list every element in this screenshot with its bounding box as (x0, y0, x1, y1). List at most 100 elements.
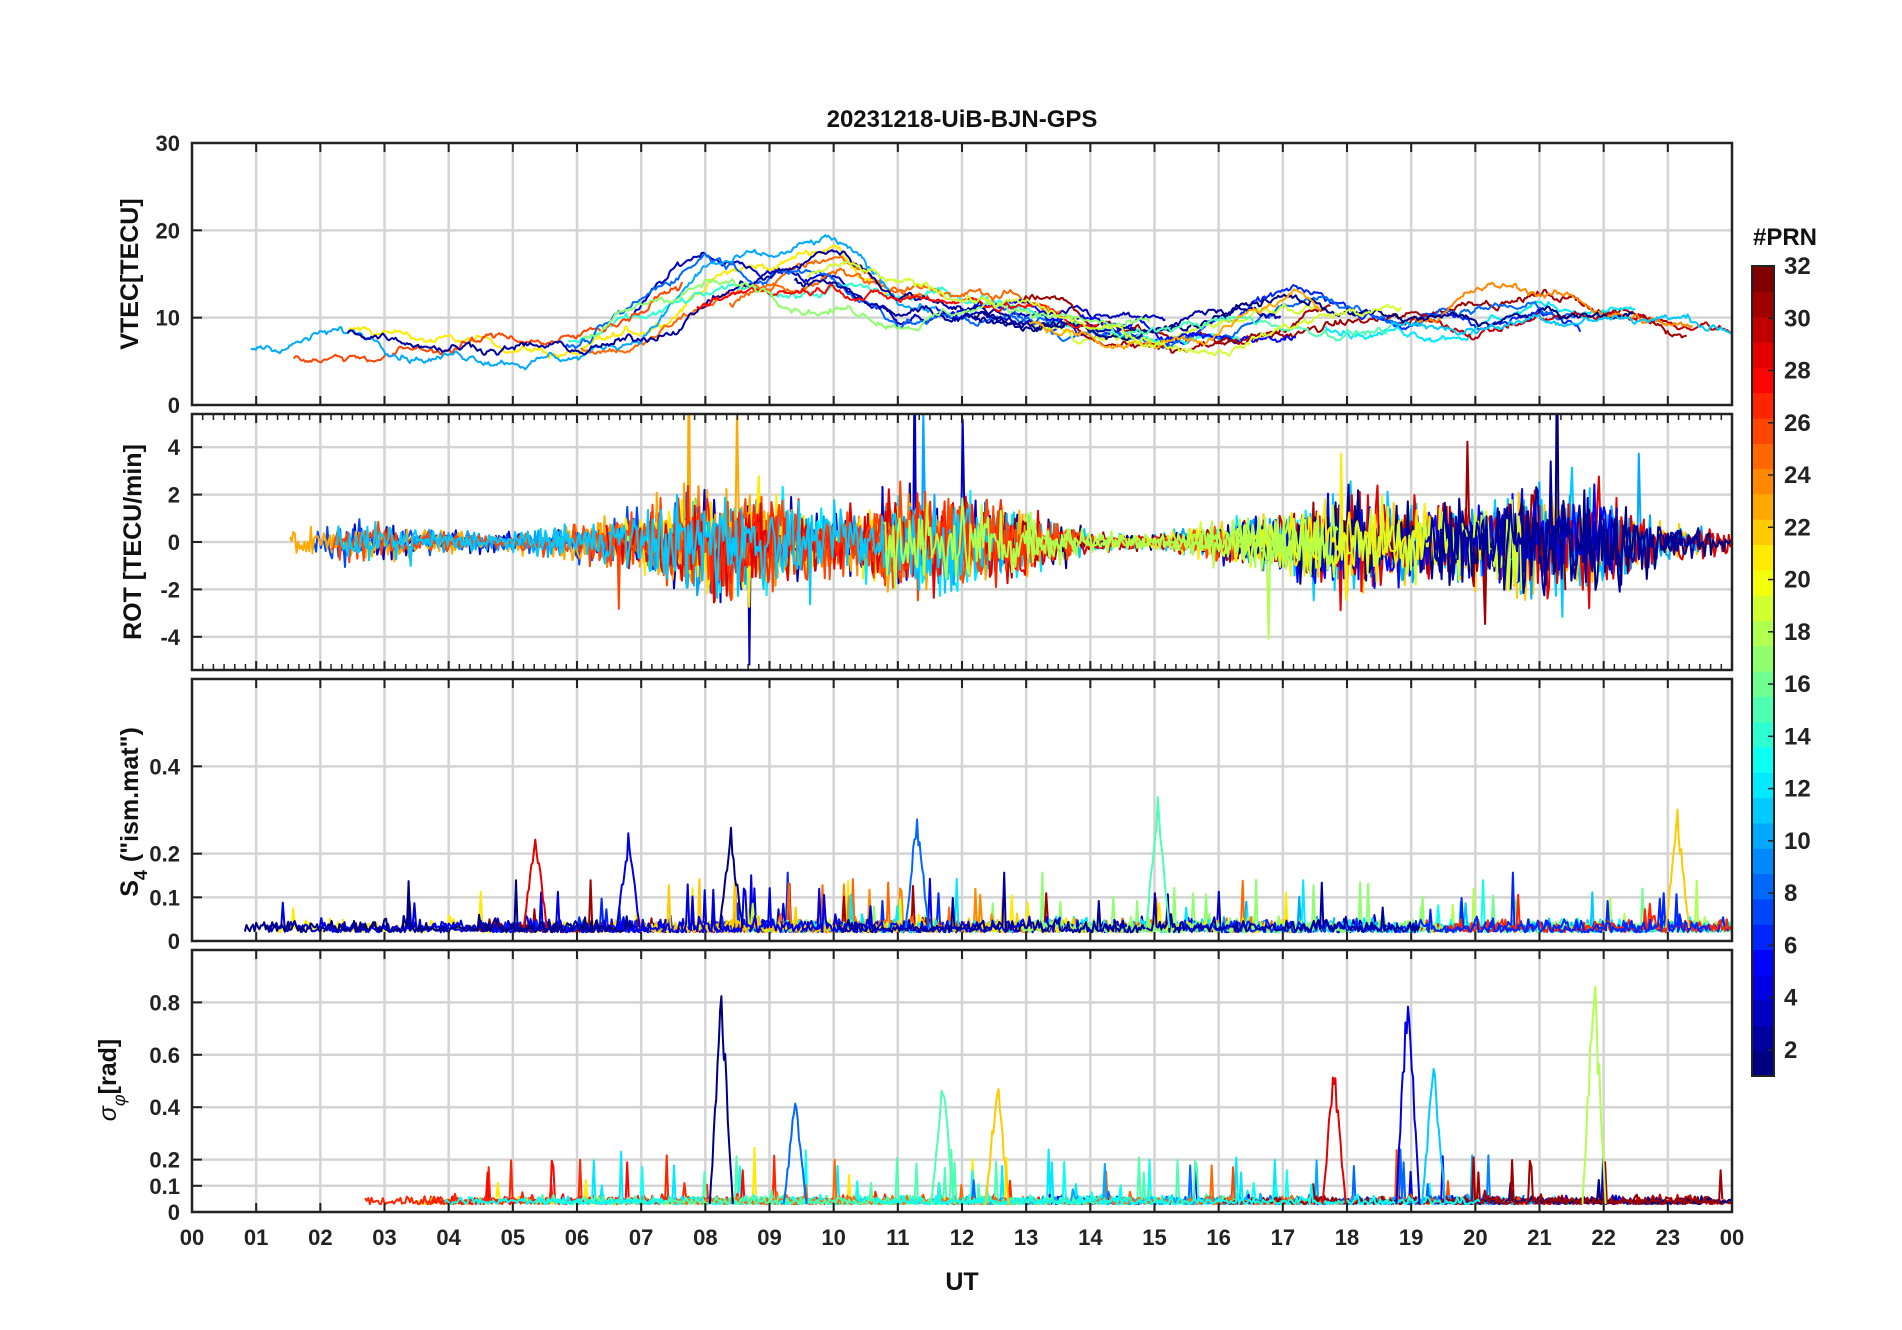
s4-peak-line (1145, 796, 1171, 928)
colorbar-segment (1752, 772, 1774, 799)
rot-ytick-label: -4 (160, 625, 180, 650)
s4-ylabel: S4 ("ism.mat") (116, 727, 151, 897)
colorbar-segment (1752, 266, 1774, 292)
s4-ytick-label: 0.2 (149, 842, 180, 867)
x-tick-label: 11 (886, 1225, 909, 1250)
colorbar-tick-label: 32 (1784, 253, 1811, 280)
s4-series-line (243, 879, 634, 934)
colorbar-tick-label: 20 (1784, 567, 1811, 594)
vtec-series-line (1414, 281, 1693, 329)
colorbar-segment (1752, 696, 1774, 723)
vtec-series-line (346, 249, 1034, 356)
colorbar-tick-label: 26 (1784, 410, 1811, 437)
sigma-series-group (364, 985, 1732, 1206)
s4-peak-line (1664, 808, 1690, 929)
x-tick-label: 21 (1527, 1225, 1551, 1250)
sigma-peak-line (984, 1088, 1010, 1205)
colorbar-tick-label: 6 (1784, 932, 1797, 959)
vtec-series-line (1390, 313, 1732, 336)
x-tick-label: 04 (436, 1225, 461, 1250)
chart-title: 20231218-UiB-BJN-GPS (827, 106, 1098, 133)
sigma-peak-line (782, 1102, 808, 1205)
colorbar-tick-label: 24 (1784, 462, 1811, 489)
x-tick-label: 00 (1720, 1225, 1744, 1250)
vtec-ytick-label: 20 (156, 218, 180, 243)
vtec-series-line (633, 251, 1166, 326)
vtec-series-line (1028, 303, 1318, 348)
x-tick-label: 05 (501, 1225, 525, 1250)
colorbar-segment (1752, 848, 1774, 875)
sigma-peak-line (708, 995, 734, 1205)
colorbar-tick-label: 28 (1784, 358, 1811, 385)
colorbar-segment (1752, 797, 1774, 824)
s4-peak-line (615, 832, 641, 929)
colorbar-segment (1752, 569, 1774, 596)
colorbar-tick-label: 10 (1784, 828, 1811, 855)
x-tick-label: 14 (1078, 1225, 1103, 1250)
colorbar-tick-label: 12 (1784, 776, 1811, 803)
colorbar-tick-label: 8 (1784, 880, 1797, 907)
x-tick-label: 08 (693, 1225, 717, 1250)
vtec-series-line (793, 277, 1282, 335)
colorbar-segment (1752, 645, 1774, 672)
vtec-series-line (1029, 288, 1322, 350)
colorbar-segment (1752, 595, 1774, 621)
x-tick-label: 09 (757, 1225, 781, 1250)
vtec-series-line (1060, 304, 1331, 354)
vtec-series-line (347, 244, 890, 359)
x-tick-label: 23 (1656, 1225, 1680, 1250)
vtec-panel: 0 10 20 30 (156, 131, 1734, 418)
vtec-series-line (696, 283, 1098, 331)
x-tick-label: 06 (565, 1225, 589, 1250)
colorbar-segment (1752, 468, 1774, 495)
x-tick-label: 22 (1591, 1225, 1615, 1250)
sigma-peak-line (1581, 985, 1607, 1205)
s4-ylabel-rest: ("ism.mat") (116, 727, 144, 862)
sigma-series-line (873, 1160, 1481, 1206)
s4-ytick-label: 0 (168, 929, 180, 954)
vtec-series-group (250, 234, 1732, 371)
colorbar-tick-label: 14 (1784, 723, 1811, 750)
s4-series-line (837, 871, 1421, 934)
x-tick-label: 03 (372, 1225, 396, 1250)
sigma-series-line (1222, 1156, 1724, 1206)
colorbar-segment (1752, 1000, 1774, 1026)
s4-peak-line (718, 826, 744, 929)
colorbar-segment (1752, 949, 1774, 976)
vtec-ytick-label: 10 (156, 306, 180, 331)
colorbar-tick-label: 30 (1784, 305, 1811, 332)
colorbar-segment (1752, 898, 1774, 925)
s4-grid (192, 679, 1732, 941)
sigma-peak-line (1395, 1005, 1421, 1205)
rot-series-group (289, 414, 1732, 666)
sigma-ylabel: σφ[rad] (94, 1039, 129, 1121)
rot-ytick-label: -2 (160, 577, 180, 602)
colorbar-segment (1752, 519, 1774, 546)
vtec-series-line (728, 267, 1061, 315)
rot-ytick-label: 0 (168, 530, 180, 555)
rot-panel: -4 -2 0 2 4 (160, 412, 1734, 672)
colorbar-segment (1752, 746, 1774, 773)
colorbar-segment (1752, 620, 1774, 647)
sigma-peak-line (1421, 1068, 1447, 1205)
colorbar-segment (1752, 341, 1774, 368)
rot-ytick-label: 4 (168, 435, 181, 460)
sigma-ytick-label: 0 (168, 1200, 180, 1225)
rot-ytick-label: 2 (168, 483, 180, 508)
vtec-series-line (292, 281, 684, 364)
colorbar-tick-label: 22 (1784, 514, 1811, 541)
x-tick-label: 15 (1142, 1225, 1166, 1250)
colorbar-segment (1752, 822, 1774, 849)
s4-panel: 0 0.1 0.2 0.4 (149, 677, 1734, 954)
s4-ytick-label: 0.4 (149, 754, 180, 779)
sigma-ytick-label: 0.2 (149, 1148, 180, 1173)
colorbar-segment (1752, 544, 1774, 571)
colorbar-tick-label: 18 (1784, 619, 1811, 646)
colorbar-frame (1751, 265, 1775, 1077)
sigma-ylabel-sub: φ (109, 1094, 129, 1106)
colorbar-segment (1752, 873, 1774, 900)
s4-ytick-label: 0.1 (149, 885, 180, 910)
sigma-ylabel-main: σ (94, 1105, 122, 1121)
colorbar-segment (1752, 671, 1774, 697)
